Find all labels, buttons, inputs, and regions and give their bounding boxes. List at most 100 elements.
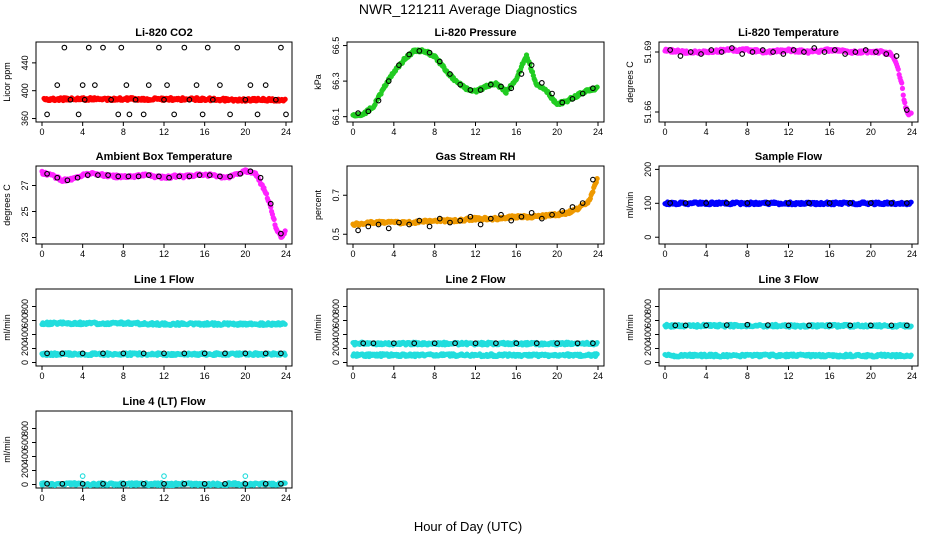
data-point [862, 47, 869, 53]
data-point [487, 215, 494, 222]
x-tick-label: 16 [511, 127, 521, 137]
data-point [156, 173, 162, 180]
data-point [140, 350, 147, 357]
data-point [902, 100, 908, 106]
data-point [115, 111, 122, 118]
data-point [513, 340, 520, 347]
data-point [406, 51, 412, 58]
data-point [79, 480, 86, 487]
x-tick-label: 16 [825, 249, 835, 259]
data-point [132, 96, 139, 103]
data-point [457, 81, 464, 88]
data-point [723, 322, 730, 328]
x-tick-label: 12 [783, 249, 793, 259]
data-point [234, 44, 241, 51]
data-point [365, 108, 372, 115]
data-point [227, 111, 233, 118]
data-point [744, 200, 751, 206]
chart-title: Ambient Box Temperature [96, 151, 233, 163]
panel-co2: Li-820 CO2 Licor ppm 0 4 8 12 16 20 24 360 400 440 [2, 27, 293, 137]
data-point [156, 44, 162, 51]
data-point [85, 44, 92, 51]
x-tick-label: 20 [240, 127, 250, 137]
data-point [396, 219, 402, 226]
data-point [100, 44, 106, 51]
x-tick-label: 8 [432, 371, 437, 381]
data-point [416, 217, 423, 224]
data-point [385, 225, 392, 232]
data-point [396, 62, 402, 68]
y-axis-label: percent [313, 189, 323, 220]
y-tick-label: 0.7 [331, 189, 341, 202]
data-point [436, 58, 443, 65]
data-point [204, 44, 211, 51]
data-point [67, 96, 74, 103]
data-point [590, 189, 596, 195]
x-tick-label: 8 [432, 249, 437, 259]
data-point [780, 51, 787, 57]
panel-box-temp: Ambient Box Temperature degrees C 0 4 8 12 16 2… [2, 151, 293, 259]
data-point [831, 47, 838, 53]
chart-title: Gas Stream RH [435, 151, 515, 163]
x-tick-label: 16 [511, 249, 521, 259]
data-point [703, 200, 710, 206]
y-tick-label: 200 [643, 162, 653, 177]
series-avg [355, 48, 596, 116]
data-point [355, 110, 361, 116]
data-point [873, 49, 879, 55]
y-tick-label: 360 [20, 111, 30, 126]
data-point [262, 82, 269, 88]
series-avg [44, 168, 284, 237]
data-point [554, 340, 561, 347]
data-point [54, 82, 61, 88]
x-tick-label: 20 [552, 249, 562, 259]
data-point [79, 473, 86, 479]
data-point [682, 322, 689, 329]
y-tick-label: 25 [20, 206, 30, 216]
data-point [278, 44, 284, 51]
data-point [900, 92, 906, 98]
data-point [257, 174, 264, 181]
y-tick-label: 440 [20, 55, 30, 70]
data-point [842, 51, 848, 57]
series-avg [44, 350, 284, 357]
panel-rh: Gas Stream RH percent 0 4 8 12 16 20 24 0.5 0.7 [313, 151, 605, 259]
data-point [487, 81, 494, 88]
data-point [579, 90, 586, 97]
y-tick-label: 66.1 [331, 108, 341, 126]
data-point [477, 221, 484, 228]
data-point [181, 480, 188, 487]
data-point [186, 173, 193, 180]
data-point [242, 96, 249, 103]
data-point [687, 49, 694, 55]
data-point [375, 97, 382, 104]
data-point [785, 322, 792, 329]
data-point [115, 173, 122, 180]
plot-frame [35, 410, 293, 489]
data-point [272, 96, 279, 103]
series-avg [667, 45, 910, 113]
x-tick-label: 16 [200, 127, 210, 137]
data-point [59, 480, 66, 487]
plot-frame [35, 41, 293, 123]
data-point [899, 85, 906, 92]
data-point [498, 83, 504, 90]
data-point [569, 96, 576, 102]
data-point [64, 177, 71, 184]
data-point [135, 173, 142, 180]
data-point [729, 45, 735, 51]
x-tick-label: 0 [350, 127, 355, 137]
data-point [247, 82, 254, 88]
y-axis-label: ml/min [625, 192, 635, 219]
data-point [262, 350, 269, 357]
data-point [201, 480, 208, 487]
x-tick-label: 24 [281, 371, 291, 381]
data-point [790, 47, 797, 53]
y-tick-label: 800 [20, 421, 30, 436]
y-tick-label: 0 [643, 360, 653, 365]
data-point [375, 221, 382, 228]
data-point [518, 71, 525, 77]
data-point [908, 323, 914, 329]
